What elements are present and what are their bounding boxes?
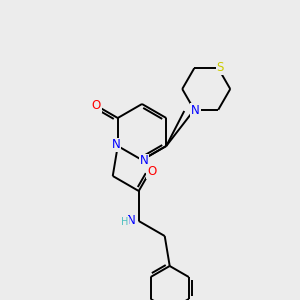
Text: N: N	[111, 139, 120, 152]
Text: O: O	[92, 99, 101, 112]
Text: N: N	[140, 154, 148, 167]
Text: O: O	[147, 165, 156, 178]
Text: N: N	[191, 104, 200, 117]
Text: N: N	[128, 214, 136, 227]
Text: S: S	[217, 61, 224, 74]
Text: H: H	[121, 217, 128, 227]
